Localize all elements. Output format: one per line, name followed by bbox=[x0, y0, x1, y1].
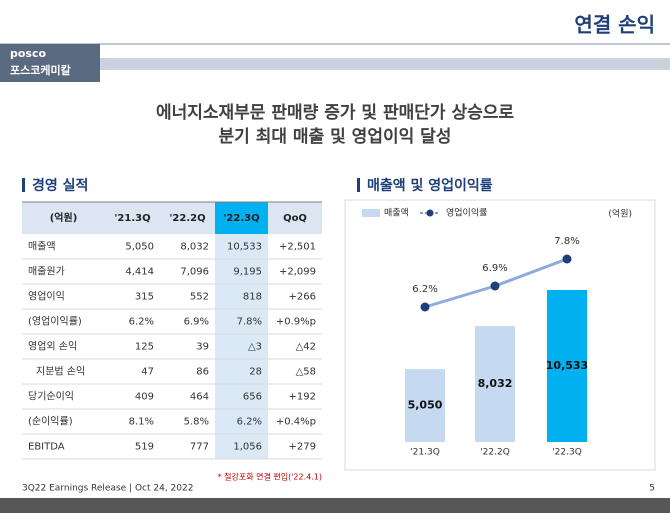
page-title: 연결 손익 bbox=[574, 13, 655, 37]
line-marker bbox=[420, 302, 430, 312]
cell: 5.8% bbox=[184, 417, 209, 428]
legend-label: 영업이익률 bbox=[446, 207, 487, 219]
chart-title: 매출액 및 영업이익률 bbox=[367, 177, 493, 194]
x-tick-label: '22.3Q bbox=[552, 448, 582, 458]
column-header: (억원) bbox=[50, 211, 78, 224]
line-value-label: 6.2% bbox=[412, 284, 437, 295]
column-header: '22.2Q bbox=[169, 213, 205, 224]
cell: 7,096 bbox=[180, 267, 209, 278]
row-label: EBITDA bbox=[28, 442, 65, 453]
table-title: 경영 실적 bbox=[32, 177, 88, 194]
row-label: 매출액 bbox=[28, 241, 56, 253]
x-tick-label: '21.3Q bbox=[410, 448, 440, 458]
bar bbox=[405, 369, 445, 442]
row-label: 매출원가 bbox=[28, 266, 65, 278]
cell: 464 bbox=[190, 392, 209, 403]
line-value-label: 7.8% bbox=[554, 236, 579, 247]
row-label: 지분법 손익 bbox=[36, 366, 85, 378]
cell: 86 bbox=[196, 367, 209, 378]
cell: +266 bbox=[289, 292, 316, 303]
x-tick-label: '22.2Q bbox=[480, 448, 510, 458]
header-band bbox=[0, 58, 670, 70]
line-marker bbox=[562, 254, 572, 264]
cell: +279 bbox=[289, 442, 316, 453]
line-value-label: 6.9% bbox=[482, 263, 507, 274]
cell: 818 bbox=[243, 292, 262, 303]
cell: 47 bbox=[141, 367, 154, 378]
header-row bbox=[268, 202, 322, 234]
cell: 9,195 bbox=[233, 267, 262, 278]
cell: 6.9% bbox=[184, 317, 209, 328]
row-label: 영업외 손익 bbox=[28, 340, 77, 353]
column-header: QoQ bbox=[283, 213, 307, 224]
cell: +0.9%p bbox=[276, 317, 316, 328]
row-label: 영업이익 bbox=[28, 290, 65, 303]
bar-value-label: 5,050 bbox=[408, 399, 443, 412]
cell: +2,099 bbox=[279, 267, 316, 278]
highlight-column bbox=[215, 202, 268, 459]
cell: 7.8% bbox=[237, 317, 262, 328]
headline: 에너지소재부문 판매량 증가 및 판매단가 상승으로 bbox=[156, 103, 514, 123]
headline: 분기 최대 매출 및 영업이익 달성 bbox=[219, 126, 452, 147]
logo-box bbox=[0, 44, 100, 82]
cell: 315 bbox=[135, 292, 154, 303]
bar bbox=[475, 326, 515, 442]
column-header: '22.3Q bbox=[223, 213, 259, 224]
cell: 125 bbox=[135, 342, 154, 353]
cell: +2,501 bbox=[279, 242, 316, 253]
row-label: 당기순이익 bbox=[28, 391, 74, 403]
legend-label: 매출액 bbox=[384, 207, 409, 219]
cell: 1,056 bbox=[233, 442, 262, 453]
row-label: (영업이익률) bbox=[28, 315, 82, 328]
cell: △58 bbox=[296, 367, 316, 378]
cell: △3 bbox=[248, 342, 262, 353]
legend-swatch bbox=[362, 209, 380, 217]
cell: 552 bbox=[190, 292, 209, 303]
cell: 6.2% bbox=[129, 317, 154, 328]
cell: 8.1% bbox=[129, 417, 154, 428]
footer-band bbox=[0, 498, 670, 513]
bar-value-label: 8,032 bbox=[478, 377, 513, 390]
logo-bottom: 포스코케미칼 bbox=[10, 63, 71, 77]
cell: 8,032 bbox=[180, 242, 209, 253]
cell: 5,050 bbox=[125, 242, 154, 253]
cell: 6.2% bbox=[237, 417, 262, 428]
cell: 39 bbox=[196, 342, 209, 353]
cell: +0.4%p bbox=[276, 417, 316, 428]
bar-value-label: 10,533 bbox=[546, 359, 588, 372]
cell: 656 bbox=[243, 392, 262, 403]
page-number: 5 bbox=[649, 484, 655, 494]
header-highlight bbox=[215, 202, 268, 234]
header-row bbox=[22, 202, 215, 234]
cell: 777 bbox=[190, 442, 209, 453]
logo-top: posco bbox=[10, 47, 46, 60]
row-label: (순이익률) bbox=[28, 416, 73, 428]
bar bbox=[547, 290, 587, 442]
cell: △42 bbox=[296, 342, 316, 353]
section-marker bbox=[22, 178, 25, 192]
chart-frame bbox=[344, 199, 656, 471]
cell: 519 bbox=[135, 442, 154, 453]
unit-label: (억원) bbox=[608, 208, 632, 220]
cell: 4,414 bbox=[125, 267, 154, 278]
legend-marker bbox=[426, 209, 434, 217]
section-marker bbox=[357, 178, 360, 192]
cell: 10,533 bbox=[227, 242, 262, 253]
footnote: * 철강포화 연결 편입('22.4.1) bbox=[218, 472, 322, 482]
footer-text: 3Q22 Earnings Release | Oct 24, 2022 bbox=[22, 484, 193, 494]
cell: 28 bbox=[249, 367, 262, 378]
line-marker bbox=[490, 281, 500, 291]
cell: 409 bbox=[135, 392, 154, 403]
cell: +192 bbox=[289, 392, 316, 403]
column-header: '21.3Q bbox=[114, 213, 150, 224]
